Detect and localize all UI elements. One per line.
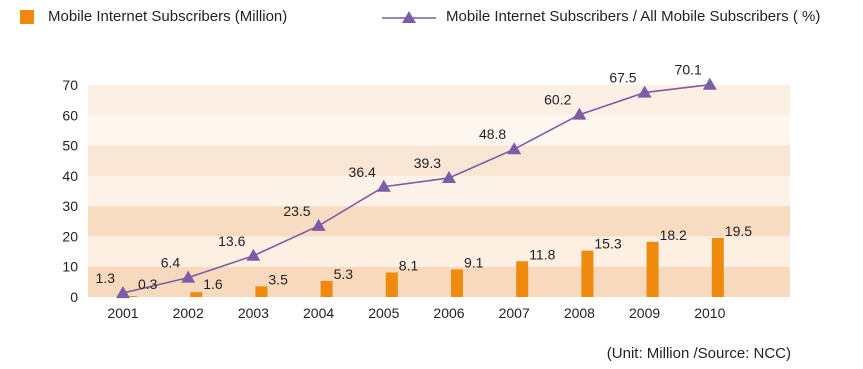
y-tick-label: 50: [62, 138, 78, 154]
bar-data-label: 1.6: [203, 276, 223, 292]
bar: [255, 286, 268, 297]
plot-band: [88, 206, 790, 237]
line-data-label: 36.4: [349, 164, 376, 180]
line-marker: [181, 270, 196, 283]
y-tick-label: 0: [70, 289, 78, 305]
bar: [451, 269, 463, 297]
line-series: [122, 83, 710, 294]
line-marker: [246, 248, 261, 261]
source-note: (Unit: Million /Source: NCC): [606, 345, 791, 362]
line-data-label: 13.6: [218, 233, 245, 249]
plot-band: [88, 85, 790, 116]
plot-band: [88, 145, 790, 176]
plot-band: [88, 115, 790, 146]
plot-band: [88, 236, 790, 267]
y-tick-label: 20: [62, 228, 78, 244]
legend-bar-label: Mobile Internet Subscribers (Million): [48, 8, 288, 25]
bar-data-label: 11.8: [529, 246, 555, 262]
bar-data-label: 8.1: [399, 257, 419, 273]
line-data-label: 1.3: [96, 270, 116, 286]
line-data-label: 70.1: [675, 62, 702, 78]
bar-data-label: 3.5: [268, 271, 288, 287]
line-marker: [637, 85, 652, 98]
y-tick-label: 10: [62, 259, 78, 275]
line-data-label: 39.3: [414, 155, 441, 171]
line-data-label: 60.2: [544, 92, 571, 108]
line-marker: [376, 179, 391, 192]
bar-data-label: 15.3: [594, 236, 621, 252]
bar: [711, 237, 724, 297]
x-tick-label: 2009: [629, 305, 660, 321]
bar-data-label: 9.1: [464, 254, 484, 270]
plot-band: [88, 175, 790, 207]
x-tick-label: 2002: [173, 305, 204, 321]
legend: Mobile Internet Subscribers (Million) Mo…: [0, 8, 863, 38]
bar: [581, 250, 594, 297]
bar-data-label: 19.5: [725, 223, 752, 239]
legend-line-label: Mobile Internet Subscribers / All Mobile…: [446, 8, 821, 25]
y-tick-label: 30: [62, 198, 78, 214]
legend-bar-swatch: [20, 9, 34, 24]
legend-item-bars: Mobile Internet Subscribers (Million): [20, 8, 287, 25]
bar: [190, 292, 203, 297]
line-data-label: 67.5: [609, 70, 636, 86]
line-marker: [572, 107, 587, 120]
bar: [516, 261, 529, 297]
x-tick-label: 2008: [564, 305, 595, 321]
line-marker: [311, 218, 326, 231]
line-data-label: 6.4: [161, 255, 181, 271]
y-tick-label: 60: [62, 107, 78, 123]
bar: [125, 296, 137, 297]
x-tick-label: 2004: [303, 305, 334, 321]
bar: [646, 241, 659, 297]
x-tick-label: 2005: [368, 305, 399, 321]
y-tick-label: 40: [62, 168, 78, 184]
line-data-label: 23.5: [283, 203, 310, 219]
bar-data-label: 18.2: [660, 227, 687, 243]
x-tick-label: 2006: [433, 305, 464, 321]
x-tick-label: 2003: [238, 305, 269, 321]
x-tick-label: 2007: [499, 305, 530, 321]
line-marker: [507, 142, 522, 155]
line-marker: [702, 77, 717, 90]
bar: [320, 280, 333, 297]
legend-line-marker: [382, 9, 436, 25]
bar: [385, 272, 398, 297]
line-marker: [116, 286, 130, 299]
legend-item-line: Mobile Internet Subscribers / All Mobile…: [382, 8, 820, 25]
line-marker: [442, 170, 456, 183]
bar-data-label: 5.3: [334, 266, 354, 282]
x-tick-label: 2001: [107, 305, 138, 321]
x-tick-label: 2010: [694, 305, 725, 321]
bar-data-label: 0.3: [138, 276, 158, 292]
y-tick-label: 70: [62, 77, 78, 93]
line-data-label: 48.8: [479, 126, 506, 142]
